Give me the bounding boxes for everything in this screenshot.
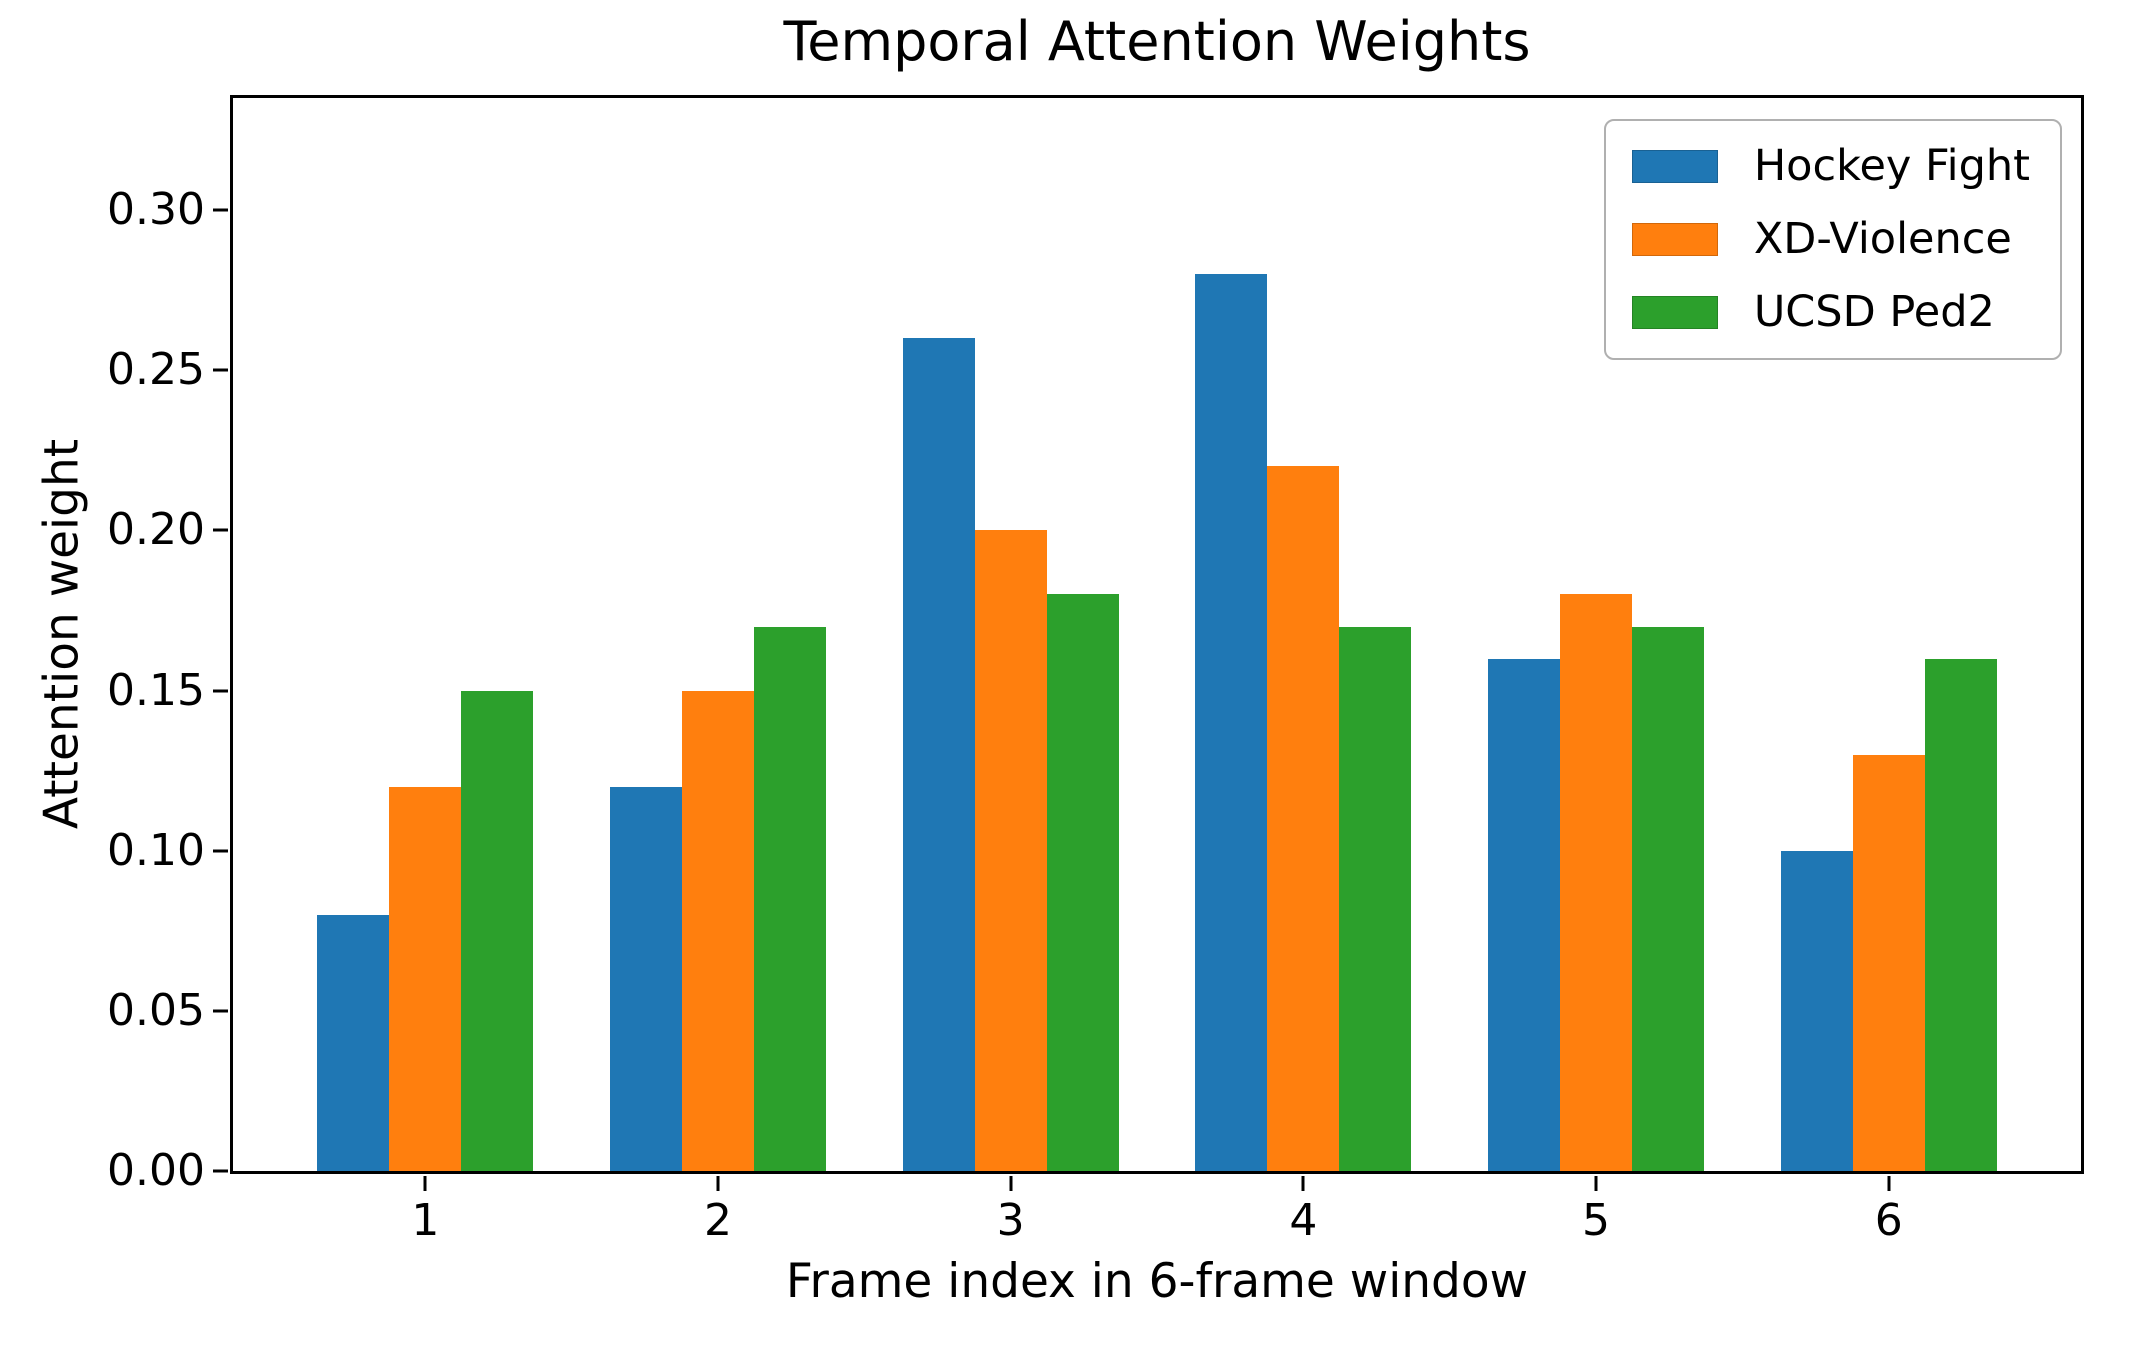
y-tick-label: 0.20 (107, 504, 205, 556)
x-tick-label: 6 (1874, 1195, 1903, 1246)
x-tick-label: 1 (411, 1195, 440, 1246)
bar-ucsd-ped2-frame-4 (1339, 626, 1412, 1171)
legend-swatch-hockey-fight (1631, 150, 1718, 183)
bar-xd-violence-frame-5 (1560, 594, 1633, 1171)
bar-group-frame-3: 3 (864, 98, 1157, 1243)
x-tick-label: 4 (1289, 1195, 1318, 1246)
y-tick-mark (213, 368, 228, 372)
y-axis-label: Attention weight (34, 438, 90, 830)
legend-swatch-ucsd-ped2 (1631, 296, 1718, 329)
x-tick-mark (1887, 1176, 1891, 1191)
bar-hockey-fight-frame-3 (902, 338, 975, 1171)
bar-xd-violence-frame-2 (682, 690, 754, 1171)
bar-ucsd-ped2-frame-2 (754, 626, 826, 1171)
legend-entry-xd-violence: XD-Violence (1631, 214, 2030, 264)
bar-group-frame-1: 1 (279, 98, 572, 1243)
bar-group-frame-4: 4 (1157, 98, 1450, 1243)
bar-group-frame-5: 5 (1450, 98, 1743, 1243)
legend-entry-hockey-fight: Hockey Fight (1631, 141, 2030, 191)
y-tick-mark (213, 1009, 228, 1013)
bar-groups: 1 2 3 4 5 6 (233, 98, 2081, 1243)
x-tick-mark (423, 1176, 427, 1191)
x-tick-label: 5 (1582, 1195, 1611, 1246)
bar-group-frame-2: 2 (572, 98, 865, 1243)
bar-hockey-fight-frame-6 (1780, 850, 1853, 1171)
y-tick-label: 0.10 (107, 824, 205, 876)
y-tick-mark (213, 208, 228, 212)
x-tick-mark (716, 1176, 720, 1191)
legend-label-xd-violence: XD-Violence (1753, 214, 2012, 264)
bar-xd-violence-frame-3 (974, 530, 1047, 1171)
y-tick-label: 0.00 (107, 1145, 205, 1196)
bar-ucsd-ped2-frame-5 (1632, 626, 1704, 1171)
y-tick-mark (213, 849, 228, 853)
legend-swatch-xd-violence (1631, 223, 1718, 256)
x-tick-label: 2 (704, 1195, 732, 1246)
x-tick-mark (1009, 1176, 1013, 1191)
chart-title: Temporal Attention Weights (783, 10, 1531, 73)
x-axis-label: Frame index in 6-frame window (785, 1254, 1529, 1309)
x-tick-mark (1594, 1176, 1598, 1191)
bar-ucsd-ped2-frame-6 (1924, 658, 1997, 1171)
y-tick-label: 0.05 (107, 984, 205, 1036)
bar-ucsd-ped2-frame-1 (461, 690, 534, 1171)
x-tick-label: 3 (996, 1195, 1025, 1246)
bar-group-frame-6: 6 (1742, 98, 2035, 1243)
bar-hockey-fight-frame-1 (317, 914, 390, 1171)
bar-xd-violence-frame-1 (389, 786, 462, 1171)
y-tick-label: 0.25 (107, 344, 205, 396)
legend-label-ucsd-ped2: UCSD Ped2 (1753, 287, 1995, 337)
x-tick-mark (1301, 1176, 1305, 1191)
bar-xd-violence-frame-6 (1852, 754, 1925, 1171)
y-tick-mark (213, 1169, 228, 1173)
bar-hockey-fight-frame-4 (1195, 274, 1268, 1171)
y-tick-mark (213, 528, 228, 532)
bar-hockey-fight-frame-5 (1488, 658, 1561, 1171)
y-tick-mark (213, 689, 228, 693)
y-tick-label: 0.30 (107, 184, 205, 236)
bar-hockey-fight-frame-2 (610, 786, 683, 1171)
legend-entry-ucsd-ped2: UCSD Ped2 (1631, 287, 2030, 337)
bar-xd-violence-frame-4 (1267, 466, 1340, 1171)
legend-label-hockey-fight: Hockey Fight (1753, 141, 2030, 191)
legend: Hockey Fight XD-Violence UCSD Ped2 (1603, 119, 2062, 360)
bar-ucsd-ped2-frame-3 (1046, 594, 1119, 1171)
y-tick-label: 0.15 (107, 664, 205, 716)
